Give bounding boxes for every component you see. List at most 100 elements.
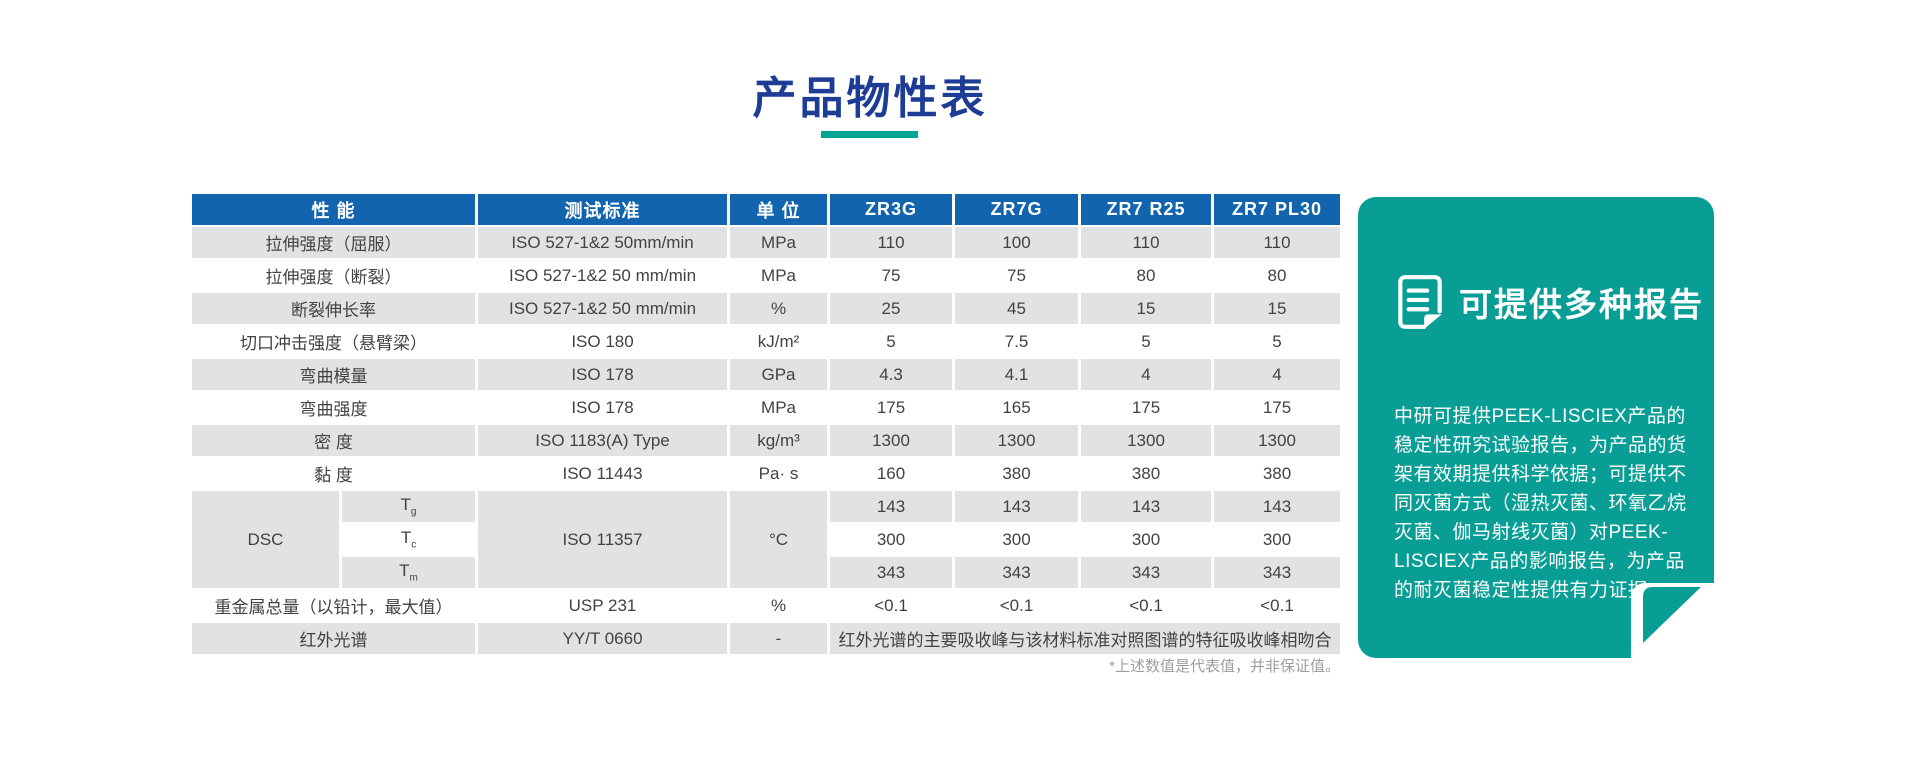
table-cell: 4 bbox=[1214, 359, 1341, 392]
table-cell: °C bbox=[730, 491, 831, 590]
table-cell: 拉伸强度（屈服） bbox=[192, 227, 479, 260]
table-cell: 1300 bbox=[955, 425, 1082, 458]
card-title: 可提供多种报告 bbox=[1459, 286, 1704, 323]
table-cell: 380 bbox=[1081, 458, 1215, 491]
table-cell: ISO 1183(A) Type bbox=[478, 425, 731, 458]
table-cell: 红外光谱 bbox=[192, 623, 479, 656]
table-cell: 4.3 bbox=[830, 359, 956, 392]
table-cell: 165 bbox=[955, 392, 1082, 425]
table-cell: GPa bbox=[730, 359, 831, 392]
table-cell: <0.1 bbox=[830, 590, 956, 623]
table-cell: 弯曲强度 bbox=[192, 392, 479, 425]
table-cell: MPa bbox=[730, 260, 831, 293]
column-header: ZR7 R25 bbox=[1081, 194, 1215, 227]
table-cell: 15 bbox=[1214, 293, 1341, 326]
table-cell: 343 bbox=[830, 557, 956, 590]
table-cell: ISO 11357 bbox=[478, 491, 731, 590]
table-cell: 4.1 bbox=[955, 359, 1082, 392]
properties-table: 性 能测试标准单 位 ZR3G ZR7G ZR7 R25 ZR7 PL30 拉伸强度（屈… bbox=[192, 194, 1341, 656]
table-cell: 25 bbox=[830, 293, 956, 326]
table-footnote: *上述数值是代表值，并非保证值。 bbox=[1109, 658, 1340, 675]
table-cell: DSC bbox=[192, 491, 342, 590]
column-header: 单 位 bbox=[730, 194, 831, 227]
table-cell: 143 bbox=[955, 491, 1082, 524]
table-cell: 343 bbox=[1081, 557, 1215, 590]
column-header: 测试标准 bbox=[478, 194, 731, 227]
table-row: 黏 度 ISO 11443 Pa· s 160 380 380 380 bbox=[192, 458, 1341, 491]
table-cell: USP 231 bbox=[478, 590, 731, 623]
table-cell: 密 度 bbox=[192, 425, 479, 458]
table-cell: 红外光谱的主要吸收峰与该材料标准对照图谱的特征吸收峰相吻合 bbox=[830, 623, 1341, 656]
table-cell: % bbox=[730, 293, 831, 326]
table-cell: 110 bbox=[830, 227, 956, 260]
table-row: 断裂伸长率 ISO 527-1&2 50 mm/min% 25 45 15 15 bbox=[192, 293, 1341, 326]
table-cell: 15 bbox=[1081, 293, 1215, 326]
table-row: Tm 343 343 343 343 bbox=[192, 557, 1341, 590]
card-body-text: 中研可提供PEEK-LISCIEX产品的稳定性研究试验报告，为产品的货架有效期提… bbox=[1394, 406, 1687, 601]
table-row: 拉伸强度（屈服） ISO 527-1&2 50mm/min MPa 110 100 110… bbox=[192, 227, 1341, 260]
table-cell: 300 bbox=[1081, 524, 1215, 557]
table-cell: 1300 bbox=[1214, 425, 1341, 458]
column-header: ZR7 PL30 bbox=[1214, 194, 1341, 227]
table-cell: Tg bbox=[342, 491, 479, 524]
table-cell: 160 bbox=[830, 458, 956, 491]
column-header: ZR7G bbox=[955, 194, 1082, 227]
table-cell: 1300 bbox=[830, 425, 956, 458]
table-cell: % bbox=[730, 590, 831, 623]
table-cell: 75 bbox=[830, 260, 956, 293]
card-header: 可提供多种报告 bbox=[1395, 273, 1704, 331]
table-cell: 黏 度 bbox=[192, 458, 479, 491]
table-cell: 110 bbox=[1214, 227, 1341, 260]
table-cell: 断裂伸长率 bbox=[192, 293, 479, 326]
table-cell: 143 bbox=[1081, 491, 1215, 524]
column-header: ZR3G bbox=[830, 194, 956, 227]
table-cell: ISO 527-1&2 50 mm/min bbox=[478, 260, 731, 293]
table-cell: <0.1 bbox=[1081, 590, 1215, 623]
table-row: 红外光谱 YY/T 0660- 红外光谱的主要吸收峰与该材料标准对照图谱的特征吸收峰… bbox=[192, 623, 1341, 656]
table-cell: ISO 178 bbox=[478, 359, 731, 392]
table-cell: 75 bbox=[955, 260, 1082, 293]
report-card: 可提供多种报告 中研可提供PEEK-LISCIEX产品的稳定性研究试验报告，为产… bbox=[1358, 197, 1714, 658]
table-cell: 300 bbox=[955, 524, 1082, 557]
table-row: 切口冲击强度（悬臂梁） ISO 180 kJ/m² 5 7.5 5 5 bbox=[192, 326, 1341, 359]
table-cell: 弯曲模量 bbox=[192, 359, 479, 392]
table-cell: 100 bbox=[955, 227, 1082, 260]
table-cell: 拉伸强度（断裂） bbox=[192, 260, 479, 293]
table-cell: 380 bbox=[955, 458, 1082, 491]
table-cell: - bbox=[730, 623, 831, 656]
table-cell: Tm bbox=[342, 557, 479, 590]
table-cell: 343 bbox=[955, 557, 1082, 590]
table-row: 弯曲模量 ISO 178 GPa 4.3 4.1 4 4 bbox=[192, 359, 1341, 392]
table-cell: 45 bbox=[955, 293, 1082, 326]
title-underline bbox=[821, 131, 918, 138]
table-cell: <0.1 bbox=[1214, 590, 1341, 623]
table-cell: 175 bbox=[1214, 392, 1341, 425]
table-cell: 80 bbox=[1081, 260, 1215, 293]
table-cell: ISO 178 bbox=[478, 392, 731, 425]
table-cell: 重金属总量（以铅计，最大值） bbox=[192, 590, 479, 623]
document-icon bbox=[1398, 275, 1442, 329]
table-cell: ISO 11443 bbox=[478, 458, 731, 491]
table-cell: ISO 527-1&2 50 mm/min bbox=[478, 293, 731, 326]
table-cell: 切口冲击强度（悬臂梁） bbox=[192, 326, 479, 359]
table-row: Tc 300 300 300 300 bbox=[192, 524, 1341, 557]
table-cell: MPa bbox=[730, 392, 831, 425]
table-cell: 80 bbox=[1214, 260, 1341, 293]
table-cell: 143 bbox=[830, 491, 956, 524]
table-cell: MPa bbox=[730, 227, 831, 260]
table-cell: 5 bbox=[1214, 326, 1341, 359]
table-cell: Pa· s bbox=[730, 458, 831, 491]
table-cell: kg/m³ bbox=[730, 425, 831, 458]
folded-corner-icon bbox=[1643, 587, 1701, 643]
page-title: 产品物性表 bbox=[752, 74, 988, 123]
table-row: 密 度 ISO 1183(A) Type kg/m³ 1300 1300 1300 1300 bbox=[192, 425, 1341, 458]
table-row: 重金属总量（以铅计，最大值） USP 231% <0.1 <0.1 <0.1 <0.1 bbox=[192, 590, 1341, 623]
table-cell: 5 bbox=[1081, 326, 1215, 359]
table-cell: YY/T 0660 bbox=[478, 623, 731, 656]
table-cell: Tc bbox=[342, 524, 479, 557]
table-cell: 143 bbox=[1214, 491, 1341, 524]
table-cell: <0.1 bbox=[955, 590, 1082, 623]
table-cell: 110 bbox=[1081, 227, 1215, 260]
table-cell: 300 bbox=[1214, 524, 1341, 557]
